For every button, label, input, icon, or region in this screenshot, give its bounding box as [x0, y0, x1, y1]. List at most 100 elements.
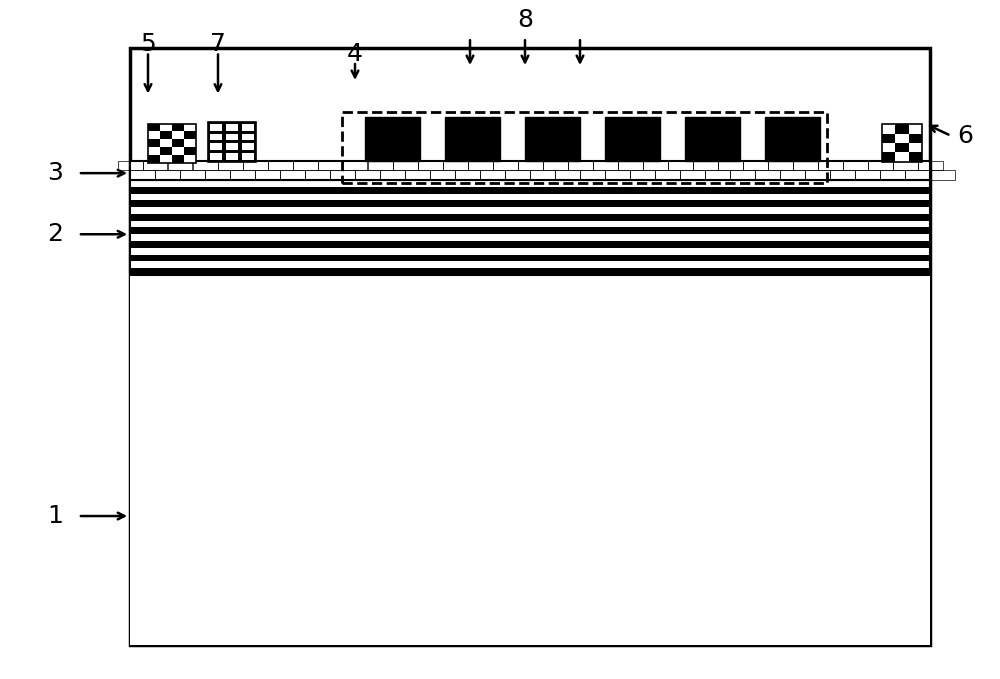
Bar	[184, 132, 196, 139]
Bar	[130, 48, 930, 645]
Bar	[442, 161, 468, 170]
Bar	[305, 170, 330, 180]
Bar	[184, 147, 196, 155]
Bar	[130, 227, 930, 234]
Bar	[130, 255, 930, 261]
Bar	[160, 132, 172, 139]
Bar	[143, 161, 168, 170]
Bar	[580, 170, 605, 180]
Bar	[210, 124, 222, 130]
Bar	[392, 161, 418, 170]
Bar	[130, 207, 930, 214]
Bar	[643, 161, 668, 170]
Bar	[518, 161, 543, 170]
Bar	[655, 170, 680, 180]
Bar	[293, 161, 318, 170]
Bar	[605, 170, 630, 180]
Bar	[130, 180, 930, 187]
Bar	[242, 153, 254, 160]
Bar	[148, 155, 160, 163]
Bar	[330, 170, 355, 180]
Bar	[172, 124, 184, 132]
Bar	[130, 170, 155, 180]
Bar	[543, 161, 568, 170]
Bar	[242, 124, 254, 130]
Bar	[130, 214, 930, 221]
Text: 3: 3	[47, 161, 63, 185]
Bar	[226, 134, 238, 141]
Bar	[909, 152, 922, 162]
Bar	[525, 117, 580, 161]
Bar	[148, 124, 160, 132]
Bar	[130, 234, 930, 241]
Bar	[882, 134, 895, 143]
Bar	[130, 180, 930, 275]
Bar	[148, 124, 196, 163]
Bar	[905, 170, 930, 180]
Bar	[445, 117, 500, 161]
Bar	[742, 161, 768, 170]
Bar	[205, 170, 230, 180]
Text: 6: 6	[957, 124, 973, 148]
Bar	[130, 248, 930, 255]
Bar	[230, 170, 255, 180]
Bar	[405, 170, 430, 180]
Bar	[210, 134, 222, 141]
Bar	[160, 147, 172, 155]
Bar	[592, 161, 618, 170]
Text: 5: 5	[140, 32, 156, 56]
Bar	[918, 161, 943, 170]
Bar	[242, 143, 254, 150]
Bar	[418, 161, 443, 170]
Bar	[882, 124, 922, 162]
Bar	[130, 275, 930, 645]
Bar	[242, 161, 268, 170]
Bar	[818, 161, 843, 170]
Bar	[768, 161, 793, 170]
Bar	[355, 170, 380, 180]
Text: 8: 8	[517, 8, 533, 33]
Bar	[192, 161, 218, 170]
Bar	[718, 161, 743, 170]
Bar	[755, 170, 780, 180]
Bar	[218, 161, 242, 170]
Bar	[492, 161, 518, 170]
Bar	[765, 117, 820, 161]
Bar	[893, 161, 918, 170]
Bar	[680, 170, 705, 180]
Bar	[226, 124, 238, 130]
Bar	[210, 143, 222, 150]
Bar	[618, 161, 642, 170]
Bar	[882, 152, 895, 162]
Bar	[855, 170, 880, 180]
Bar	[342, 112, 827, 183]
Bar	[693, 161, 718, 170]
Bar	[130, 200, 930, 207]
Bar	[685, 117, 740, 161]
Bar	[468, 161, 492, 170]
Bar	[280, 170, 305, 180]
Bar	[365, 117, 420, 161]
Bar	[530, 170, 555, 180]
Bar	[555, 170, 580, 180]
Bar	[172, 155, 184, 163]
Bar	[480, 170, 505, 180]
Bar	[180, 170, 205, 180]
Bar	[730, 170, 755, 180]
Bar	[318, 161, 342, 170]
Bar	[505, 170, 530, 180]
Bar	[880, 170, 905, 180]
Bar	[793, 161, 818, 170]
Bar	[895, 124, 909, 134]
Bar	[455, 170, 480, 180]
Bar	[630, 170, 655, 180]
Bar	[148, 139, 160, 147]
Bar	[830, 170, 855, 180]
Bar	[210, 153, 222, 160]
Bar	[226, 143, 238, 150]
Bar	[430, 170, 455, 180]
Bar	[255, 170, 280, 180]
Bar	[208, 122, 256, 162]
Bar	[805, 170, 830, 180]
Bar	[130, 161, 930, 180]
